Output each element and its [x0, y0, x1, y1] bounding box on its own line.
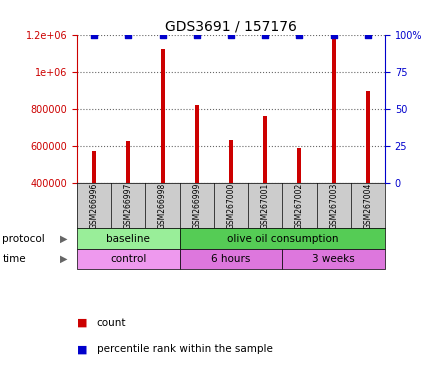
Text: GSM267004: GSM267004 — [363, 183, 372, 229]
Bar — [229, 140, 233, 183]
Bar — [263, 116, 267, 183]
Text: GSM267000: GSM267000 — [227, 183, 235, 229]
Bar — [332, 35, 336, 183]
Text: olive oil consumption: olive oil consumption — [227, 233, 338, 243]
Bar — [195, 105, 199, 183]
Bar — [180, 248, 282, 269]
Text: GSM267001: GSM267001 — [261, 183, 270, 229]
Bar — [282, 248, 385, 269]
Text: percentile rank within the sample: percentile rank within the sample — [97, 344, 273, 354]
Text: GSM267002: GSM267002 — [295, 183, 304, 229]
Point — [364, 31, 371, 38]
Point — [125, 31, 132, 38]
Point — [330, 31, 337, 38]
Point — [159, 31, 166, 38]
Bar — [126, 141, 130, 183]
Title: GDS3691 / 157176: GDS3691 / 157176 — [165, 20, 297, 33]
Text: ■: ■ — [77, 318, 88, 328]
Point — [227, 31, 235, 38]
Bar — [77, 228, 180, 248]
Bar — [161, 50, 165, 183]
Point — [91, 31, 98, 38]
Bar — [77, 248, 180, 269]
Text: GSM266997: GSM266997 — [124, 183, 133, 229]
Text: ▶: ▶ — [60, 254, 68, 264]
Text: baseline: baseline — [106, 233, 150, 243]
Text: control: control — [110, 254, 147, 264]
Text: GSM266996: GSM266996 — [90, 183, 99, 229]
Bar — [297, 148, 301, 183]
Text: ▶: ▶ — [60, 233, 68, 243]
Text: ■: ■ — [77, 344, 88, 354]
Text: time: time — [2, 254, 26, 264]
Text: GSM266999: GSM266999 — [192, 183, 201, 229]
Text: GSM266998: GSM266998 — [158, 183, 167, 229]
Point — [262, 31, 269, 38]
Text: 6 hours: 6 hours — [211, 254, 251, 264]
Bar — [180, 228, 385, 248]
Bar — [92, 151, 96, 183]
Point — [193, 31, 200, 38]
Bar — [366, 91, 370, 183]
Text: protocol: protocol — [2, 233, 45, 243]
Point — [296, 31, 303, 38]
Text: 3 weeks: 3 weeks — [312, 254, 355, 264]
Text: count: count — [97, 318, 126, 328]
Text: GSM267003: GSM267003 — [329, 183, 338, 229]
